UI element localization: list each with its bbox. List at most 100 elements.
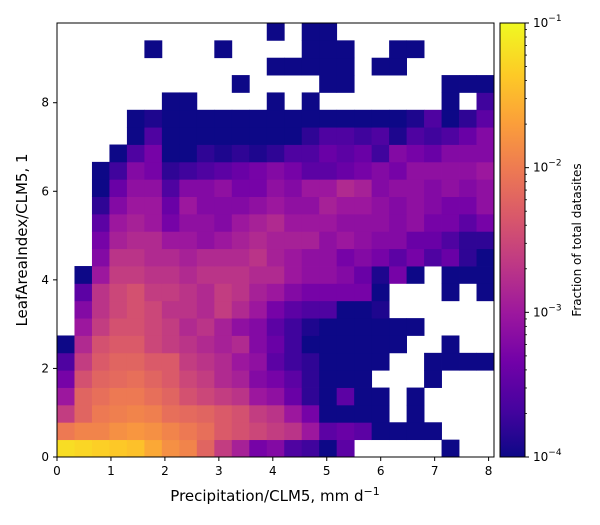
- heatmap-cell: [231, 75, 250, 93]
- heatmap-cell: [214, 318, 233, 336]
- heatmap-cell: [284, 57, 303, 76]
- heatmap-cell: [266, 370, 285, 388]
- heatmap-cell: [231, 161, 250, 180]
- heatmap-cell: [144, 109, 163, 128]
- heatmap-cell: [126, 422, 145, 441]
- heatmap-cell: [319, 144, 338, 163]
- heatmap-cell: [161, 196, 180, 215]
- heatmap-cell: [179, 404, 198, 423]
- heatmap-cell: [161, 335, 180, 354]
- heatmap-cell: [249, 127, 268, 145]
- heatmap-cell: [301, 231, 320, 250]
- heatmap-cell: [249, 213, 268, 232]
- heatmap-cell: [441, 109, 460, 128]
- heatmap-cell: [214, 404, 233, 423]
- heatmap-cell: [196, 370, 215, 388]
- y-tick-label: 0: [41, 450, 49, 464]
- heatmap-cell: [284, 370, 303, 388]
- heatmap-cell: [126, 352, 145, 371]
- heatmap-cell: [354, 179, 373, 197]
- heatmap-cell: [336, 352, 355, 371]
- heatmap-cell: [196, 266, 215, 284]
- heatmap-cell: [319, 422, 338, 441]
- heatmap-cell: [371, 300, 390, 319]
- heatmap-cell: [336, 196, 355, 215]
- heatmap-cell: [249, 179, 268, 197]
- heatmap-cell: [476, 213, 494, 232]
- heatmap-cell: [91, 318, 110, 336]
- heatmap-cell: [231, 127, 250, 145]
- heatmap-cell: [196, 127, 215, 145]
- heatmap-cell: [57, 404, 75, 423]
- heatmap-cell: [336, 127, 355, 145]
- heatmap-cell: [57, 422, 75, 441]
- heatmap-cell: [126, 335, 145, 354]
- heatmap-cell: [144, 266, 163, 284]
- heatmap-cell: [354, 266, 373, 284]
- heatmap-cell: [301, 127, 320, 145]
- heatmap-cell: [57, 387, 75, 406]
- heatmap-cell: [354, 404, 373, 423]
- heatmap-cell: [161, 387, 180, 406]
- heatmap-cell: [161, 352, 180, 371]
- heatmap-cell: [109, 439, 128, 457]
- heatmap-cell: [389, 213, 407, 232]
- heatmap-cell: [74, 266, 93, 284]
- heatmap-cell: [371, 387, 390, 406]
- heatmap-cell: [336, 144, 355, 163]
- heatmap-cell: [266, 266, 285, 284]
- heatmap-cell: [126, 248, 145, 267]
- heatmap-cell: [284, 283, 303, 302]
- heatmap-cell: [196, 335, 215, 354]
- heatmap-cell: [144, 404, 163, 423]
- heatmap-cell: [126, 144, 145, 163]
- heatmap-cell: [266, 57, 285, 76]
- heatmap-cell: [249, 248, 268, 267]
- heatmap-cell: [214, 283, 233, 302]
- heatmap-cell: [231, 179, 250, 197]
- heatmap-cell: [336, 422, 355, 441]
- heatmap-cell: [249, 439, 268, 457]
- heatmap-cell: [231, 196, 250, 215]
- heatmap-cell: [319, 109, 338, 128]
- heatmap-cell: [424, 179, 442, 197]
- heatmap-cell: [161, 161, 180, 180]
- x-tick-label: 0: [53, 464, 61, 478]
- heatmap-cell: [371, 109, 390, 128]
- heatmap-cell: [406, 422, 425, 441]
- heatmap-cell: [249, 404, 268, 423]
- heatmap-cell: [459, 75, 477, 93]
- heatmap-cell: [389, 161, 407, 180]
- heatmap-cell: [161, 283, 180, 302]
- heatmap-cell: [179, 248, 198, 267]
- heatmap-cell: [301, 109, 320, 128]
- heatmap-cell: [319, 318, 338, 336]
- heatmap-cell: [214, 248, 233, 267]
- heatmap-cell: [284, 318, 303, 336]
- heatmap-cell: [424, 248, 442, 267]
- heatmap-cell: [179, 92, 198, 111]
- heatmap-cell: [354, 352, 373, 371]
- heatmap-cell: [249, 144, 268, 163]
- heatmap-cell: [266, 109, 285, 128]
- heatmap-cell: [109, 248, 128, 267]
- heatmap-cell: [389, 231, 407, 250]
- heatmap-cell: [74, 352, 93, 371]
- heatmap-cell: [161, 300, 180, 319]
- heatmap-cell: [406, 266, 425, 284]
- heatmap-cell: [196, 196, 215, 215]
- colorbar-tick-label: 10−3: [533, 303, 562, 319]
- heatmap-cell: [214, 300, 233, 319]
- heatmap-cell: [231, 213, 250, 232]
- heatmap-cell: [336, 248, 355, 267]
- heatmap-cell: [406, 318, 425, 336]
- heatmap-cell: [284, 144, 303, 163]
- heatmap-cell: [144, 231, 163, 250]
- heatmap-cell: [249, 370, 268, 388]
- heatmap-cell: [91, 335, 110, 354]
- heatmap-cell: [196, 248, 215, 267]
- heatmap-cell: [179, 179, 198, 197]
- heatmap-cell: [196, 179, 215, 197]
- heatmap-cell: [214, 196, 233, 215]
- heatmap-cell: [336, 335, 355, 354]
